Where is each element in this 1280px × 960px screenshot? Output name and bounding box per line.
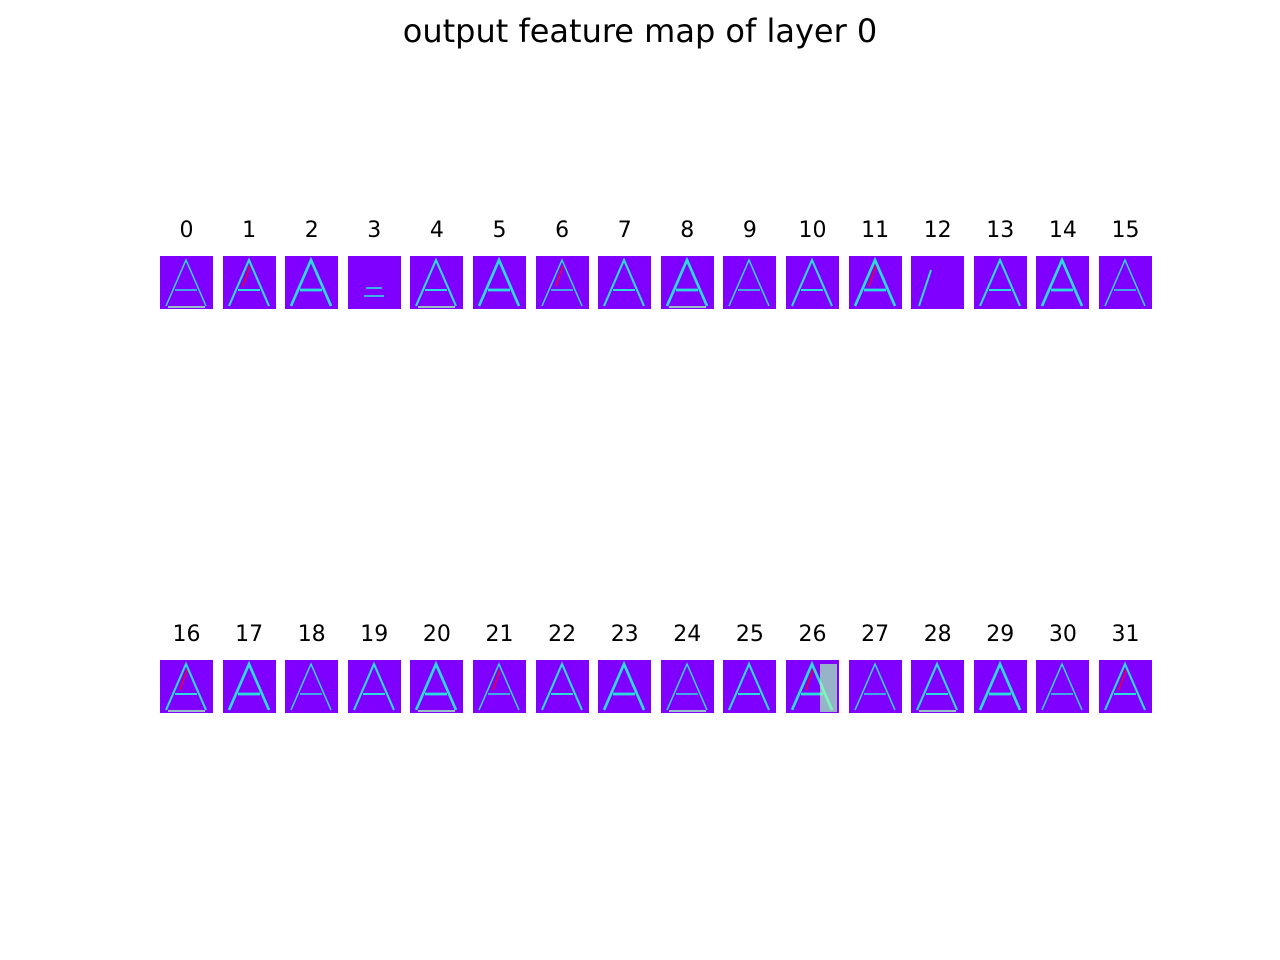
feature-map-tile (473, 256, 526, 309)
feature-map-tile (222, 660, 276, 713)
feature-map-tile (535, 660, 589, 713)
feature-map-label: 7 (617, 218, 632, 243)
feature-map-label: 10 (798, 218, 827, 243)
feature-map-label: 20 (422, 622, 451, 647)
feature-map-label: 8 (680, 218, 695, 243)
feature-map-label: 27 (861, 622, 890, 647)
feature-map-label: 3 (367, 218, 382, 243)
feature-map-tile (347, 660, 401, 713)
feature-map-tile (410, 256, 464, 309)
feature-map-label: 5 (492, 218, 507, 243)
feature-map-label: 22 (548, 622, 577, 647)
feature-map-tile (786, 256, 839, 309)
feature-map-label: 16 (172, 622, 201, 647)
feature-map-label: 30 (1048, 622, 1077, 647)
feature-map-tile (786, 660, 839, 713)
feature-map-label: 1 (242, 218, 257, 243)
feature-map-label: 28 (923, 622, 952, 647)
feature-map-tile (285, 660, 339, 713)
feature-map-label: 29 (986, 622, 1015, 647)
feature-map-tile (535, 256, 589, 309)
feature-map-label: 6 (555, 218, 570, 243)
figure-title: output feature map of layer 0 (402, 12, 878, 50)
feature-map-label: 26 (798, 622, 827, 647)
feature-map-tile (598, 660, 652, 713)
feature-map-label: 12 (923, 218, 952, 243)
feature-map-label: 24 (673, 622, 702, 647)
feature-map-tile (347, 256, 401, 309)
feature-map-tile (410, 660, 464, 713)
feature-map-tile (973, 660, 1027, 713)
feature-map-label: 13 (986, 218, 1015, 243)
feature-map-label: 11 (861, 218, 890, 243)
feature-map-tile (160, 660, 213, 713)
feature-map-label: 23 (610, 622, 639, 647)
feature-map-label: 4 (429, 218, 444, 243)
feature-map-tile (723, 256, 777, 309)
feature-map-label: 17 (235, 622, 264, 647)
feature-map-label: 14 (1048, 218, 1077, 243)
feature-map-label: 18 (297, 622, 326, 647)
feature-map-tile (473, 660, 526, 713)
feature-map-label: 21 (485, 622, 514, 647)
feature-map-label: 9 (742, 218, 757, 243)
feature-map-tile (848, 256, 902, 309)
feature-map-tile (660, 660, 714, 713)
feature-map-tile (222, 256, 276, 309)
feature-map-label: 19 (360, 622, 389, 647)
feature-map-label: 31 (1111, 622, 1140, 647)
feature-map-label: 25 (735, 622, 764, 647)
feature-map-label: 15 (1111, 218, 1140, 243)
feature-map-tile (1036, 256, 1090, 309)
feature-map-tile (911, 660, 965, 713)
feature-map-tile (1036, 660, 1090, 713)
feature-map-tile (848, 660, 902, 713)
feature-map-tile (1099, 256, 1152, 309)
feature-map-tile (160, 256, 213, 309)
feature-map-tile (598, 256, 652, 309)
feature-map-tile (285, 256, 339, 309)
feature-map-tile (1099, 660, 1152, 713)
feature-map-tile (660, 256, 714, 309)
feature-map-tile (911, 256, 965, 309)
feature-map-label: 0 (179, 218, 194, 243)
feature-map-label: 2 (304, 218, 319, 243)
feature-map-tile (973, 256, 1027, 309)
feature-map-tile (723, 660, 777, 713)
